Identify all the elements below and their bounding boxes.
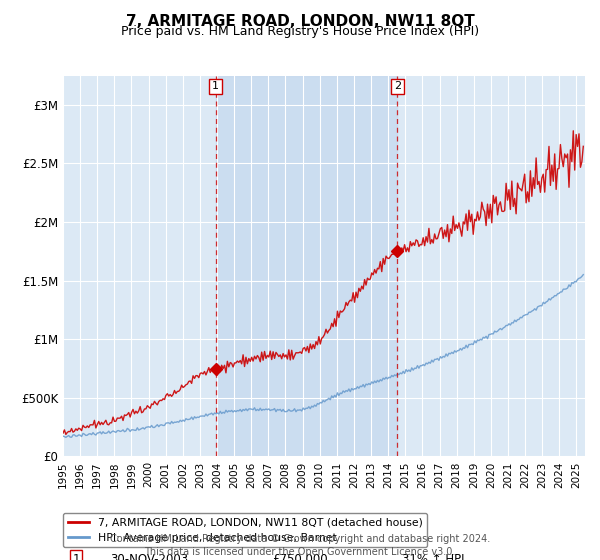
Text: Contains HM Land Registry data © Crown copyright and database right 2024.
This d: Contains HM Land Registry data © Crown c… [110,534,490,557]
Text: 30-NOV-2003: 30-NOV-2003 [110,553,188,560]
Text: 7, ARMITAGE ROAD, LONDON, NW11 8QT: 7, ARMITAGE ROAD, LONDON, NW11 8QT [125,14,475,29]
Legend: 7, ARMITAGE ROAD, LONDON, NW11 8QT (detached house), HPI: Average price, detache: 7, ARMITAGE ROAD, LONDON, NW11 8QT (deta… [63,513,427,547]
Text: £750,000: £750,000 [272,553,328,560]
Text: 1: 1 [212,81,219,91]
Bar [215,76,397,456]
Text: 2: 2 [394,81,401,91]
Text: Price paid vs. HM Land Registry's House Price Index (HPI): Price paid vs. HM Land Registry's House … [121,25,479,38]
Text: 31% ↑ HPI: 31% ↑ HPI [403,553,465,560]
Text: 1: 1 [73,553,80,560]
